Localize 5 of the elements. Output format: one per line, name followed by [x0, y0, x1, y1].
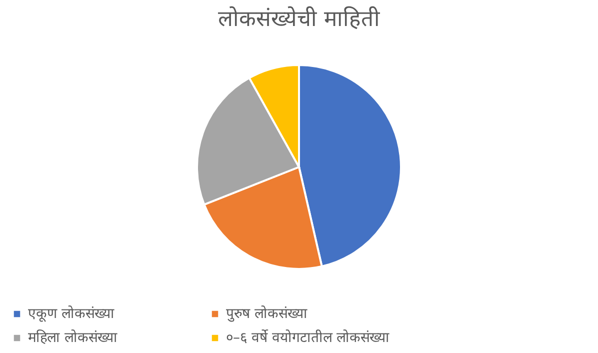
legend-label: एकूण लोकसंख्या: [28, 305, 114, 322]
chart-title: लोकसंख्येची माहिती: [218, 6, 380, 32]
legend-label: ०–६ वर्षे वयोगटातील लोकसंख्या: [226, 329, 390, 346]
legend-label: पुरुष लोकसंख्या: [226, 305, 308, 322]
legend-label: महिला लोकसंख्या: [28, 329, 118, 346]
